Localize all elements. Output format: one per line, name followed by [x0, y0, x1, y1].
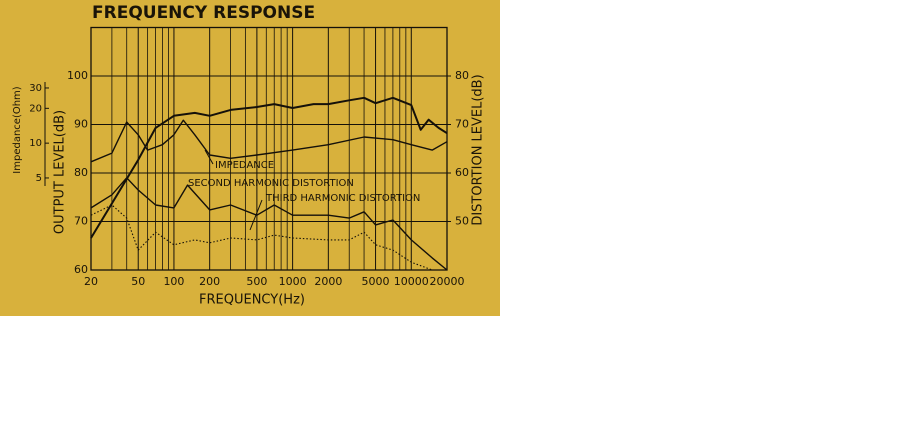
annotation-leader	[204, 149, 214, 165]
y-tick-label: 90	[74, 118, 88, 131]
series-line	[90, 119, 448, 163]
impedance-tick-label: 10	[29, 138, 42, 149]
x-tick-label: 10000	[394, 275, 429, 288]
y2-axis-label: DISTORTION LEVEL(dB)	[471, 74, 486, 225]
series-line	[90, 177, 448, 271]
y2-tick-label: 70	[455, 118, 469, 131]
chart-background	[0, 0, 500, 316]
x-tick-label: 20	[84, 275, 98, 288]
y-tick-label: 80	[74, 166, 88, 179]
y2-tick-label: 80	[455, 69, 469, 82]
impedance-tick-label: 20	[29, 103, 42, 114]
x-tick-label: 20000	[430, 275, 465, 288]
x-tick-label: 500	[246, 275, 267, 288]
chart-title: FREQUENCY RESPONSE	[92, 3, 315, 23]
y2-tick-label: 50	[455, 215, 469, 228]
y-axis-label: OUTPUT LEVEL(dB)	[53, 110, 68, 234]
x-tick-label: 200	[199, 275, 220, 288]
x-tick-label: 5000	[362, 275, 390, 288]
impedance-tick-label: 5	[36, 173, 42, 184]
x-tick-label: 1000	[279, 275, 307, 288]
series-annotation: IMPEDANCE	[215, 160, 274, 171]
series-annotation: SECOND HARMONIC DISTORTION	[188, 178, 354, 189]
impedance-axis-label: Impedance(Ohm)	[12, 86, 23, 174]
x-axis-label: FREQUENCY(Hz)	[199, 293, 305, 308]
y-tick-label: 100	[67, 69, 88, 82]
y2-tick-label: 60	[455, 166, 469, 179]
series-line	[90, 96, 448, 239]
x-tick-label: 50	[131, 275, 145, 288]
series-line	[90, 204, 433, 271]
x-tick-label: 2000	[314, 275, 342, 288]
y-tick-label: 60	[74, 263, 88, 276]
y-tick-label: 70	[74, 215, 88, 228]
x-tick-label: 100	[163, 275, 184, 288]
impedance-tick-label: 30	[29, 83, 42, 94]
series-annotation: THIRD HARMONIC DISTORTION	[265, 193, 420, 204]
